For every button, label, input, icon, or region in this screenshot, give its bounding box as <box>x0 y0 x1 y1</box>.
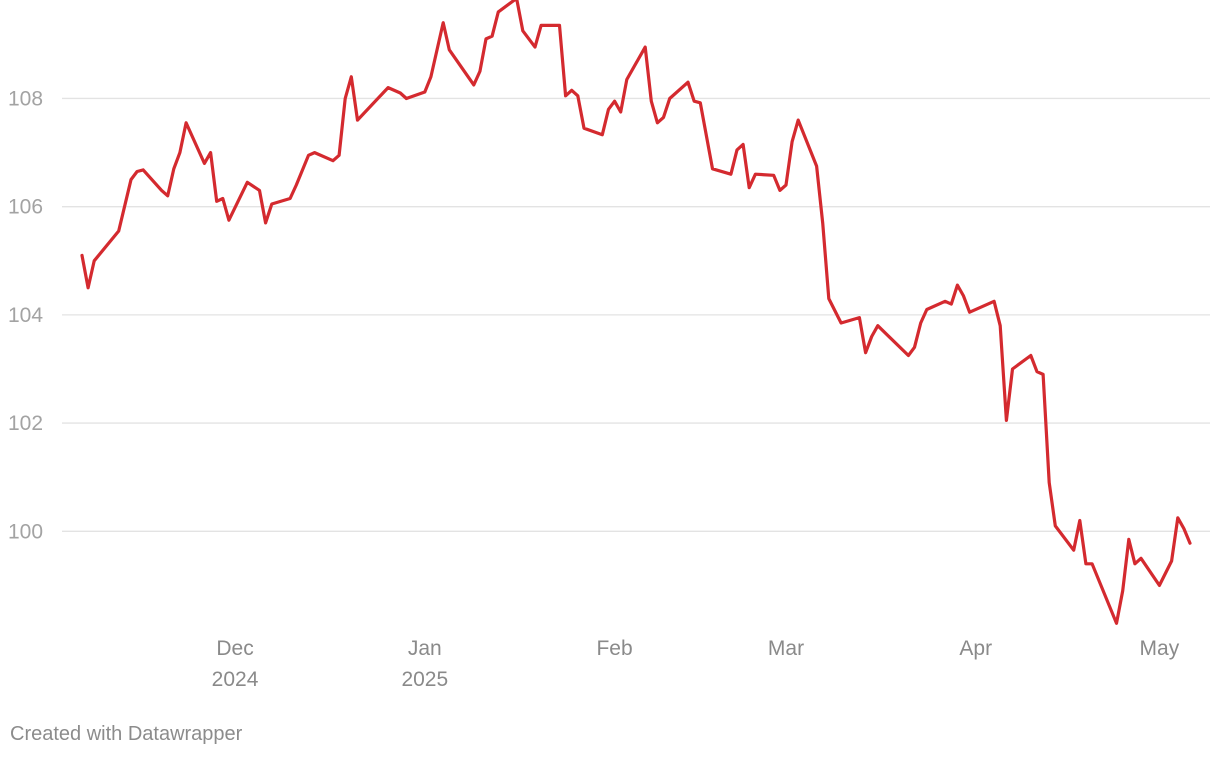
x-tick-label: Feb <box>596 637 632 660</box>
y-tick-label: 104 <box>8 304 43 327</box>
x-tick-label: May <box>1140 637 1180 660</box>
x-axis-ticks: Dec 2024 Jan 2025 Feb Mar Apr May <box>212 637 1180 691</box>
y-tick-label: 102 <box>8 412 43 435</box>
y-tick-label: 106 <box>8 196 43 219</box>
footer-credit: Created with Datawrapper <box>10 723 243 745</box>
x-tick-label: Dec <box>216 637 253 660</box>
x-tick-label: Mar <box>768 637 804 660</box>
series-line <box>80 0 1192 625</box>
x-tick-year-label: 2025 <box>401 668 448 691</box>
y-tick-label: 100 <box>8 520 43 543</box>
x-tick-year-label: 2024 <box>212 668 259 691</box>
y-axis-ticks: 100 102 104 106 108 <box>8 87 43 543</box>
y-tick-label: 108 <box>8 87 43 110</box>
line-chart: 100 102 104 106 108 Dec 2024 Jan 2025 Feb Mar Apr M… <box>8 0 1210 691</box>
x-tick-label: Apr <box>959 637 992 660</box>
x-tick-label: Jan <box>408 637 442 660</box>
gridlines <box>62 97 1210 532</box>
